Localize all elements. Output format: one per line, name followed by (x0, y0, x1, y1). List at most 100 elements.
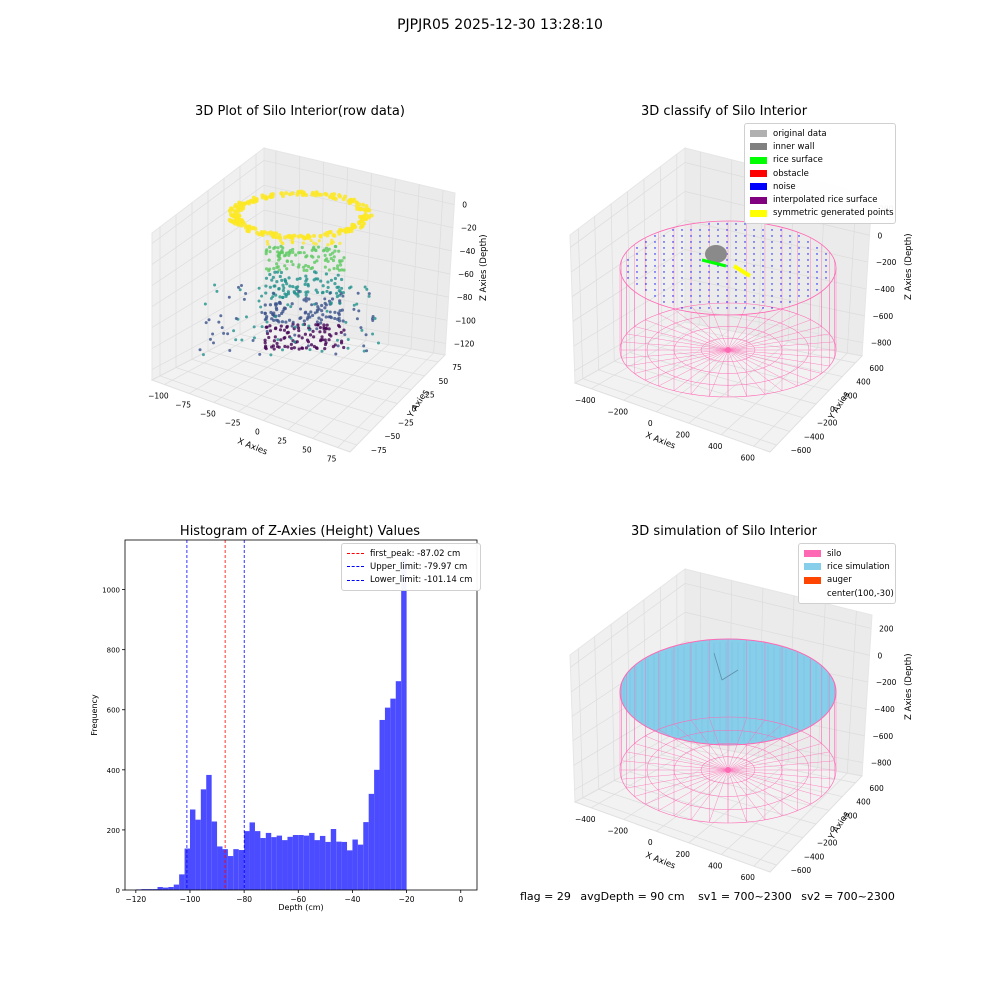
data-point (228, 212, 233, 217)
data-point (302, 268, 306, 272)
noise-point (753, 277, 755, 279)
noise-point (780, 265, 782, 267)
data-point (289, 305, 293, 309)
data-point (324, 341, 328, 345)
x-tick-label: −60 (290, 895, 306, 904)
data-point (313, 248, 317, 252)
histogram-bar (309, 832, 315, 890)
data-point (264, 347, 268, 351)
noise-point (762, 229, 764, 231)
data-point (331, 196, 336, 201)
silo-floor-spoke (690, 769, 729, 820)
noise-point (672, 253, 674, 255)
grid-line-y (191, 358, 385, 418)
silo-center (725, 347, 731, 353)
grid-line-y (223, 342, 412, 390)
noise-point (744, 307, 746, 309)
data-point (328, 291, 332, 295)
data-point (271, 275, 275, 279)
data-point (327, 230, 332, 235)
p2-y-tick: 600 (869, 364, 884, 373)
noise-point (726, 247, 728, 249)
histogram-bar (227, 856, 234, 890)
data-point (302, 235, 307, 240)
p4-z-tick: −400 (874, 705, 895, 714)
x-tick-label: 0 (458, 895, 463, 904)
data-point (257, 286, 261, 290)
data-point (239, 207, 244, 212)
noise-point (690, 277, 692, 279)
data-point (283, 292, 287, 296)
legend-entry: Lower_limit: -101.14 cm (347, 574, 475, 587)
rice-surface-segment (701, 258, 727, 268)
histogram-bar (374, 769, 380, 890)
legend-label: original data (773, 128, 827, 139)
silo-floor-spoke (621, 760, 729, 771)
noise-point (771, 253, 773, 255)
data-point (353, 224, 358, 229)
data-point (235, 210, 240, 215)
p1-z-tick: −120 (454, 339, 475, 348)
data-point (301, 241, 306, 245)
data-point (316, 192, 321, 197)
data-point (317, 316, 321, 320)
grid-line-y (677, 745, 856, 784)
grid-line-y (598, 369, 790, 432)
data-point (308, 315, 312, 319)
noise-point (753, 301, 755, 303)
legend-entry: Upper_limit: -79.97 cm (347, 560, 475, 573)
data-point (236, 285, 240, 289)
data-point (337, 312, 341, 317)
grid-line-y-vert (610, 624, 615, 781)
noise-point (654, 295, 656, 297)
noise-point (762, 241, 764, 243)
p2-x-tick: 600 (741, 453, 756, 462)
p1-x-tick: −100 (148, 392, 169, 401)
data-point (342, 328, 346, 332)
data-point (310, 313, 315, 318)
histogram-bar (184, 848, 190, 890)
data-point (263, 338, 267, 342)
data-point (278, 274, 282, 279)
noise-point (672, 247, 674, 249)
silo-floor-spoke (727, 349, 798, 387)
data-point (234, 338, 238, 342)
p4-z-tick: −800 (871, 759, 892, 768)
noise-point (654, 265, 656, 267)
data-point (324, 272, 328, 276)
silo-floor-spoke (645, 349, 729, 381)
data-point (355, 302, 359, 306)
noise-point (627, 277, 629, 279)
x-tick-label: −40 (345, 895, 361, 904)
noise-point (645, 247, 647, 249)
data-point (348, 286, 352, 290)
data-point (313, 302, 317, 306)
noise-point (672, 241, 674, 243)
data-point (313, 260, 317, 265)
silo-floor-spoke (727, 769, 822, 797)
noise-point (681, 289, 683, 291)
silo-floor-spoke (673, 723, 729, 771)
p2-x-tick: −200 (607, 407, 628, 416)
grid-line-y (159, 375, 357, 446)
data-point (300, 346, 305, 350)
noise-point (753, 259, 755, 261)
noise-point (636, 253, 638, 255)
data-point (316, 305, 320, 309)
silo-floor-spoke (645, 735, 729, 771)
noise-point (735, 289, 737, 291)
classify-3d-plot: −400 −200 0 200 400 600 −600 −400 −200 0 200 400 600… (569, 146, 914, 462)
p1-y-tick: 50 (439, 377, 449, 386)
noise-point (717, 241, 719, 243)
noise-point (690, 247, 692, 249)
data-point (306, 282, 310, 287)
legend-label: rice simulation (827, 561, 890, 572)
data-point (365, 349, 369, 353)
data-point (283, 336, 287, 340)
noise-point (780, 283, 782, 285)
data-point (270, 317, 274, 321)
status-sv1: sv1 = 700~2300 (698, 890, 792, 903)
noise-point (807, 265, 809, 267)
noise-point (771, 241, 773, 243)
noise-point (744, 229, 746, 231)
